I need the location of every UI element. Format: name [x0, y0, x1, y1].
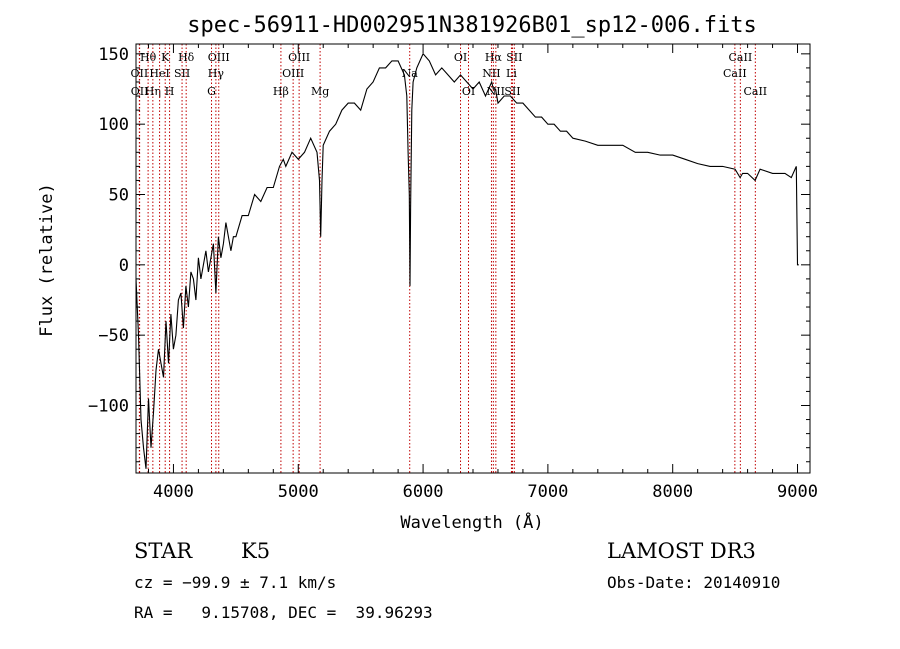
- line-label: OII: [131, 85, 149, 98]
- x-tick-label: 8000: [652, 482, 693, 502]
- line-label: HeI: [149, 67, 169, 80]
- line-label: SII: [174, 67, 190, 80]
- survey-label: LAMOST DR3: [607, 539, 756, 563]
- x-tick-label: 9000: [777, 482, 818, 502]
- line-label: Hθ: [140, 51, 157, 64]
- line-label: Hβ: [273, 85, 289, 98]
- line-label: OIII: [288, 51, 310, 64]
- axis-ticks: 4000 5000 6000 7000 8000 9000 −100 −50 0 50 100 150: [88, 44, 818, 502]
- redshift-info: cz = −99.9 ± 7.1 km/s: [134, 573, 337, 592]
- line-label: Li: [506, 67, 517, 80]
- line-label: CaII: [743, 85, 767, 98]
- line-label: K: [161, 51, 170, 64]
- line-label: SII: [504, 85, 520, 98]
- class-label: STAR: [134, 539, 193, 563]
- obs-date: Obs-Date: 20140910: [607, 573, 781, 592]
- y-tick-label: −100: [88, 396, 129, 416]
- spectrum-line: [135, 52, 799, 469]
- line-label: H: [165, 85, 175, 98]
- subclass-label: K5: [241, 539, 271, 563]
- line-label: Mg: [311, 85, 329, 98]
- line-label: OIII: [208, 51, 230, 64]
- line-label: Hγ: [208, 67, 225, 80]
- line-label: G: [207, 85, 216, 98]
- line-label: SII: [506, 51, 522, 64]
- line-label: Hα: [485, 51, 503, 64]
- coordinates: RA = 9.15708, DEC = 39.96293: [134, 603, 433, 622]
- x-axis-label: Wavelength (Å): [400, 511, 543, 533]
- chart-title: spec-56911-HD002951N381926B01_sp12-006.f…: [187, 13, 757, 38]
- line-label: OI: [462, 85, 475, 98]
- plot-frame: [135, 43, 811, 474]
- x-tick-label: 7000: [527, 482, 568, 502]
- line-label: Hη: [145, 85, 161, 98]
- line-label: CaII: [729, 51, 753, 64]
- line-label: Hδ: [178, 51, 195, 64]
- y-axis-label: Flux (relative): [37, 183, 57, 337]
- x-tick-label: 6000: [403, 482, 444, 502]
- line-label: CaII: [723, 67, 747, 80]
- y-tick-label: 150: [98, 45, 129, 65]
- line-label: NII: [482, 67, 500, 80]
- y-tick-label: 50: [109, 186, 129, 206]
- y-tick-label: 100: [98, 115, 129, 135]
- line-label: OIII: [282, 67, 304, 80]
- line-label: OI: [454, 51, 467, 64]
- x-tick-label: 5000: [278, 482, 319, 502]
- y-tick-label: −50: [98, 326, 129, 346]
- x-tick-label: 4000: [153, 482, 194, 502]
- y-tick-label: 0: [119, 256, 129, 276]
